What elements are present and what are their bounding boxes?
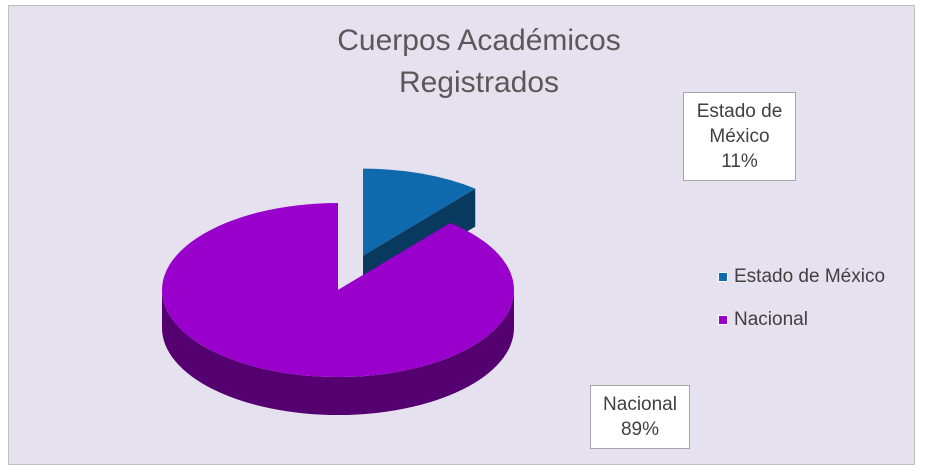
data-label: Nacional 89% xyxy=(590,385,690,449)
data-label-name: Nacional xyxy=(603,394,677,415)
chart-title: Cuerpos Académicos Registrados xyxy=(337,24,621,99)
slice xyxy=(161,203,514,378)
legend-label: Nacional xyxy=(734,309,808,330)
legend-item: Estado de México xyxy=(718,266,885,288)
legend-label: Estado de México xyxy=(734,266,886,287)
slice-wall xyxy=(162,290,514,415)
legend-swatch xyxy=(718,315,728,325)
slice xyxy=(363,168,476,256)
legend-item: Nacional xyxy=(718,309,808,331)
data-label-name: Estado de México xyxy=(696,101,783,147)
data-label-value: 89% xyxy=(620,419,660,440)
legend-swatch xyxy=(718,272,728,282)
data-label: Estado de México 11% xyxy=(683,92,796,181)
data-label-value: 11% xyxy=(721,151,758,172)
